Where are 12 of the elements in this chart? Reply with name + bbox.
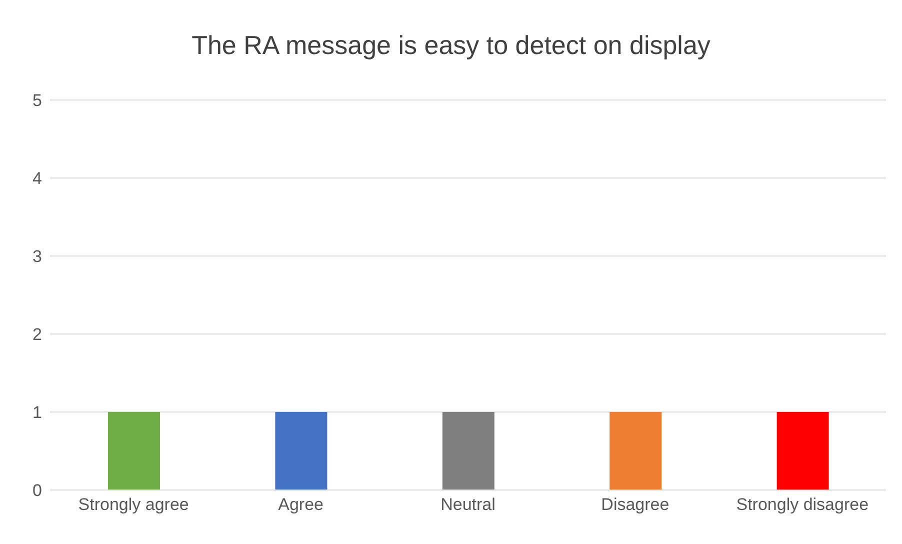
y-tick-label: 4 xyxy=(32,169,42,188)
y-tick-label: 1 xyxy=(32,403,42,422)
y-tick-label: 3 xyxy=(32,247,42,266)
y-tick-label: 2 xyxy=(32,325,42,344)
x-tick-label: Neutral xyxy=(440,495,496,514)
x-tick-label: Strongly disagree xyxy=(736,495,869,514)
chart-title: The RA message is easy to detect on display xyxy=(190,30,712,61)
x-tick-label: Disagree xyxy=(601,495,670,514)
y-tick-label: 0 xyxy=(32,481,42,500)
x-tick-label: Strongly agree xyxy=(78,495,189,514)
y-tick-label: 5 xyxy=(32,91,42,110)
x-tick-label: Agree xyxy=(278,495,324,514)
